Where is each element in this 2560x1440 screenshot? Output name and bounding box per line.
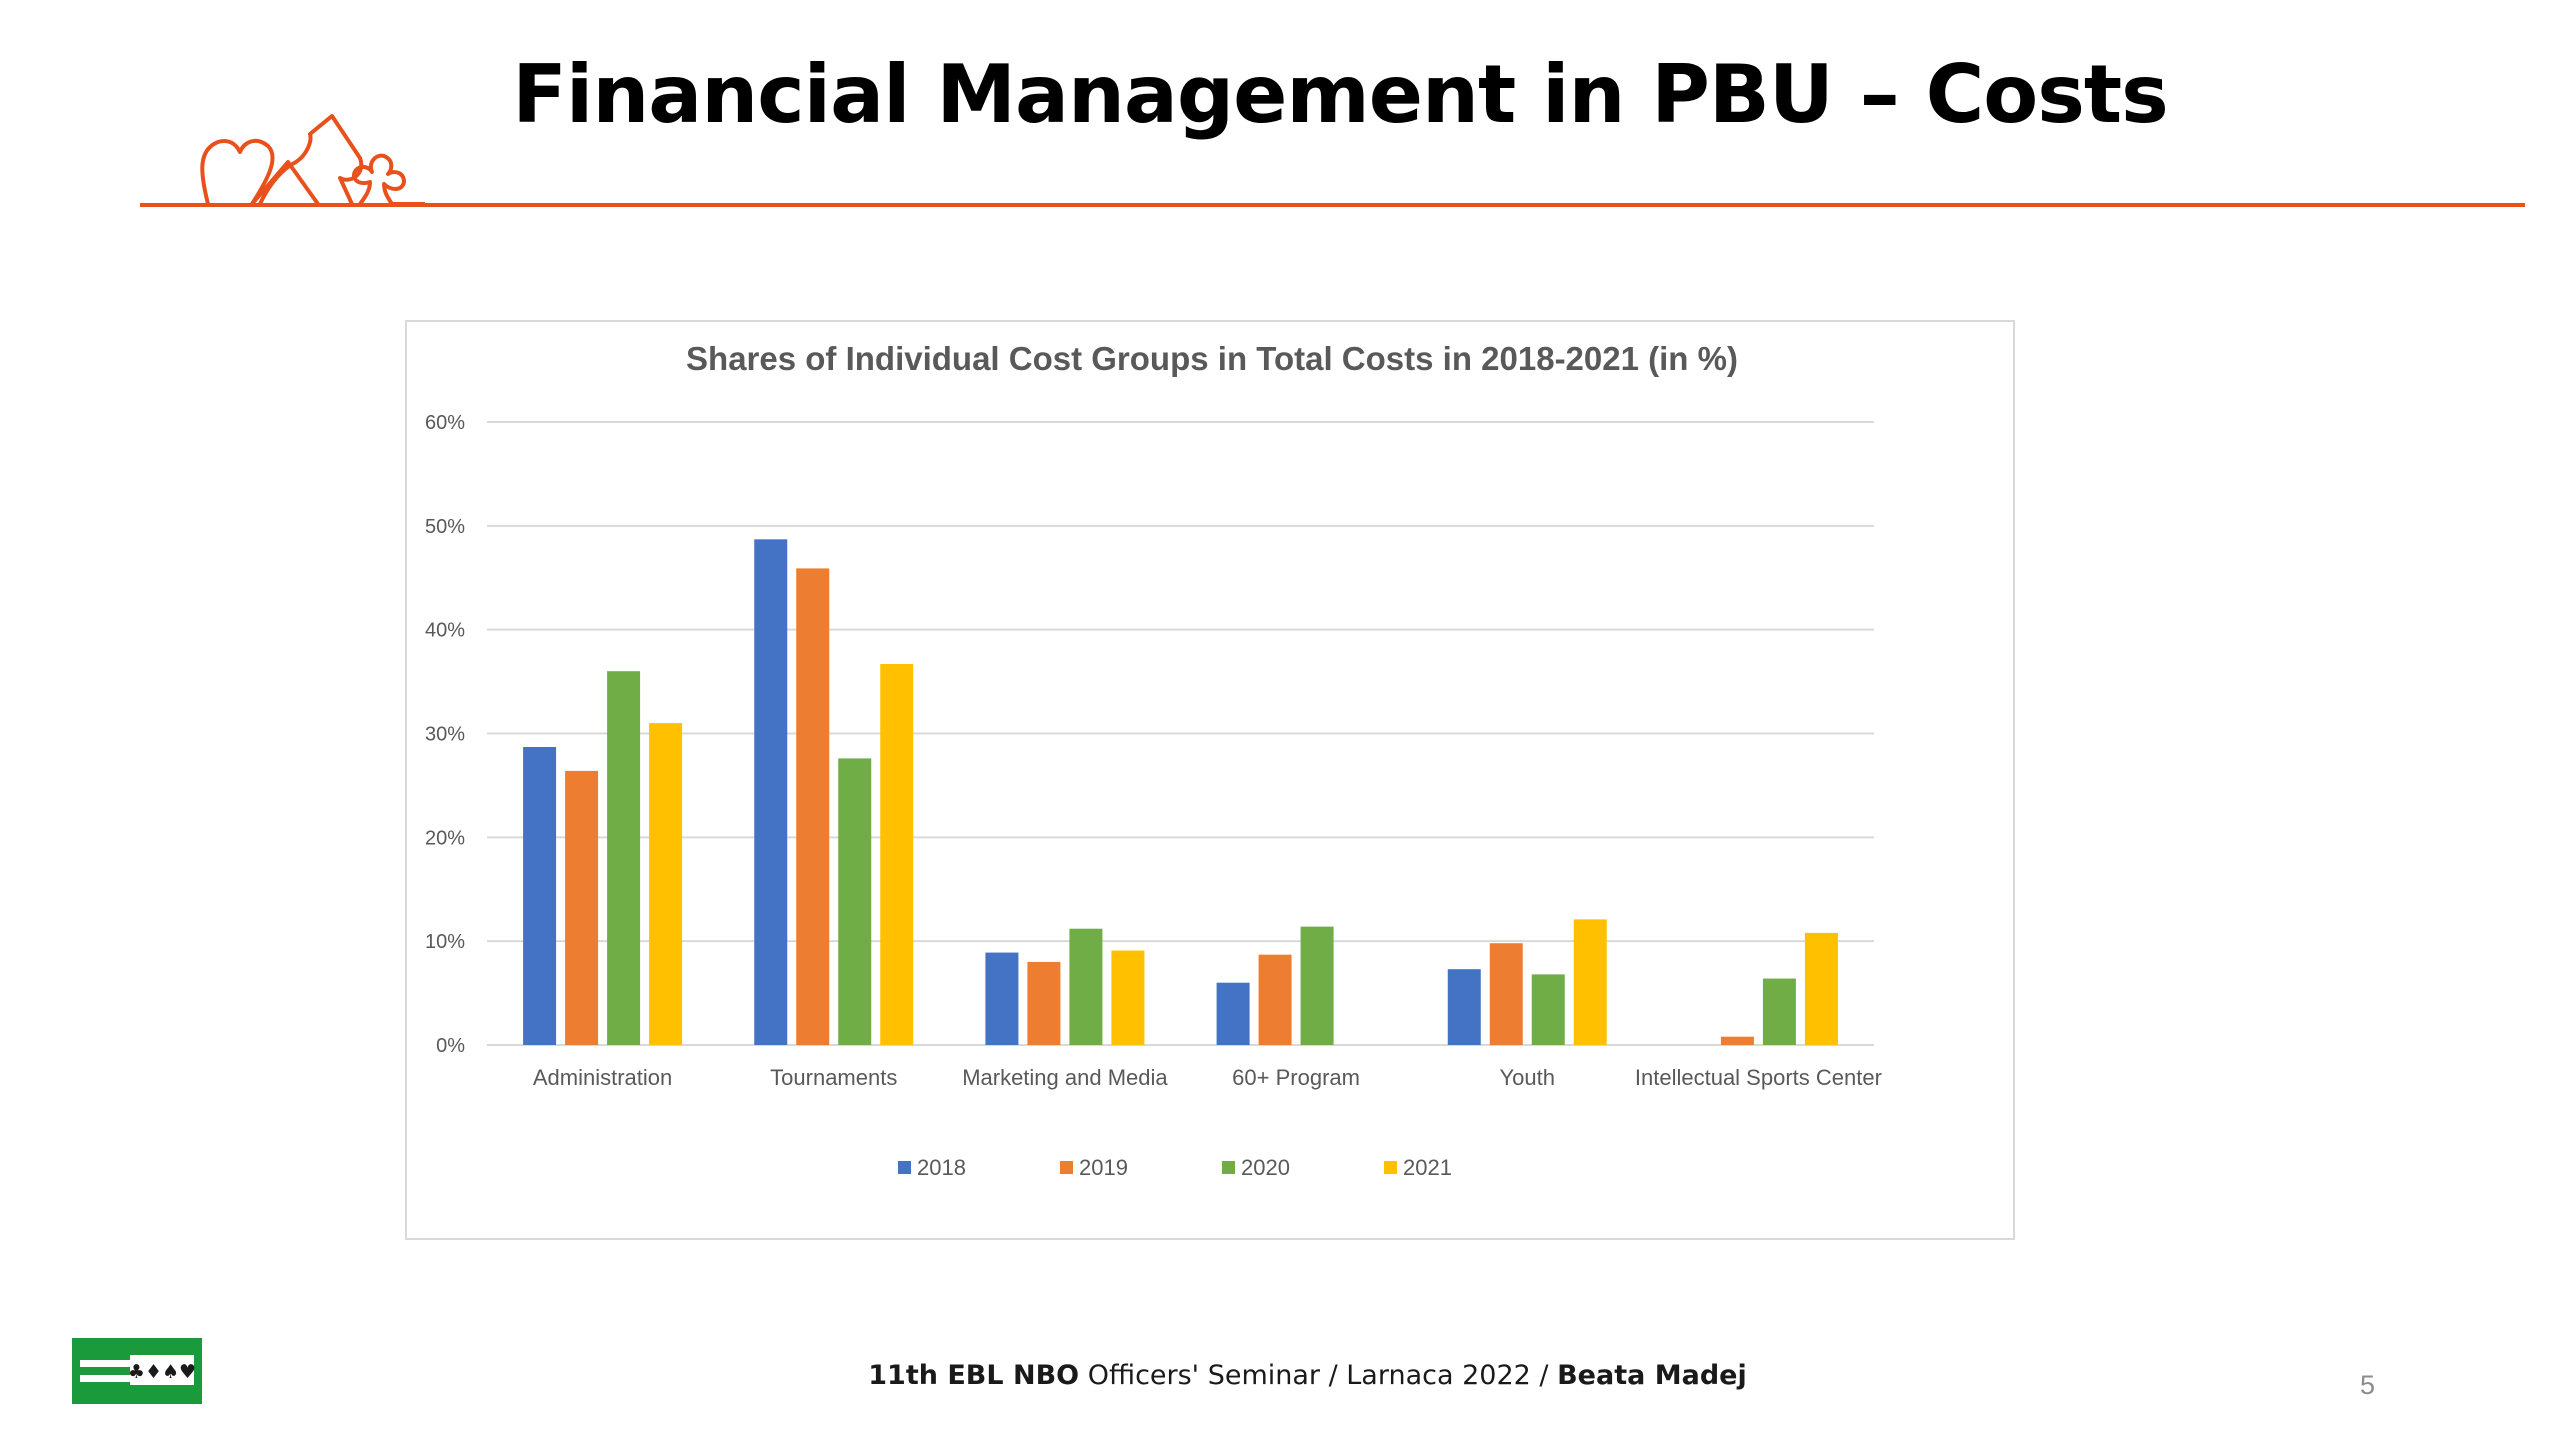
y-tick-label: 10% xyxy=(425,931,465,953)
bar-2021-2 xyxy=(1111,950,1145,1045)
y-tick-label: 40% xyxy=(425,620,465,642)
legend-label: 2018 xyxy=(917,1155,966,1180)
x-tick-label: Marketing and Media xyxy=(962,1065,1168,1090)
legend-swatch-2019 xyxy=(1060,1161,1073,1174)
chart-title: Shares of Individual Cost Groups in Tota… xyxy=(686,340,1738,377)
diamond-icon xyxy=(250,160,320,206)
bar-2019-4 xyxy=(1489,943,1523,1045)
y-tick-label: 0% xyxy=(436,1035,465,1057)
chart-frame: Shares of Individual Cost Groups in Tota… xyxy=(405,320,2015,1240)
bar-2019-2 xyxy=(1027,961,1061,1045)
bar-2019-3 xyxy=(1258,954,1292,1045)
bar-2019-0 xyxy=(565,770,599,1045)
x-tick-label: Administration xyxy=(533,1065,672,1090)
footer-author: Beata Madej xyxy=(1557,1360,1747,1391)
bar-2018-4 xyxy=(1447,969,1481,1045)
footer-officers: Officers' Seminar / Larnaca 2022 / xyxy=(1079,1360,1558,1391)
legend-label: 2019 xyxy=(1079,1155,1128,1180)
card-suits-logo xyxy=(200,114,425,206)
bar-2018-2 xyxy=(985,952,1019,1045)
bar-2019-5 xyxy=(1720,1036,1754,1045)
bar-2021-1 xyxy=(880,663,914,1045)
title-divider xyxy=(140,203,2525,207)
y-tick-label: 60% xyxy=(425,412,465,434)
x-tick-label: Intellectual Sports Center xyxy=(1635,1065,1882,1090)
y-tick-label: 30% xyxy=(425,724,465,746)
y-tick-label: 50% xyxy=(425,516,465,538)
legend-label: 2021 xyxy=(1403,1155,1452,1180)
x-tick-label: Youth xyxy=(1500,1065,1555,1090)
bar-2020-5 xyxy=(1762,978,1796,1045)
footer: 11th EBL NBO Officers' Seminar / Larnaca… xyxy=(0,1360,2560,1391)
club-icon xyxy=(351,153,425,206)
bar-2020-0 xyxy=(607,671,641,1045)
bar-2018-1 xyxy=(754,539,788,1045)
heart-icon xyxy=(200,138,275,206)
page-number: 5 xyxy=(2360,1370,2376,1400)
bar-2021-0 xyxy=(649,723,683,1045)
bar-2020-4 xyxy=(1531,974,1565,1045)
bar-2020-2 xyxy=(1069,928,1103,1045)
x-tick-label: Tournaments xyxy=(770,1065,897,1090)
y-tick-label: 20% xyxy=(425,827,465,849)
legend-label: 2020 xyxy=(1241,1155,1290,1180)
bar-2021-4 xyxy=(1573,919,1607,1045)
suits-icon: ♣♦♠♥ xyxy=(128,1361,196,1383)
bar-2019-1 xyxy=(796,568,830,1045)
legend-swatch-2021 xyxy=(1384,1161,1397,1174)
legend-swatch-2018 xyxy=(898,1161,911,1174)
bar-2020-3 xyxy=(1300,926,1334,1045)
bar-2021-5 xyxy=(1804,932,1838,1045)
slide-title: Financial Management in PBU – Costs xyxy=(512,48,2168,141)
footer-seminar: 11th EBL NBO xyxy=(868,1360,1080,1391)
x-tick-label: 60+ Program xyxy=(1232,1065,1360,1090)
bar-2018-3 xyxy=(1216,982,1250,1045)
bar-2018-0 xyxy=(523,746,557,1045)
federation-logo: ♣♦♠♥ xyxy=(72,1338,202,1404)
legend-swatch-2020 xyxy=(1222,1161,1235,1174)
bar-chart: Shares of Individual Cost Groups in Tota… xyxy=(425,340,1882,1180)
bar-2020-1 xyxy=(838,758,872,1045)
